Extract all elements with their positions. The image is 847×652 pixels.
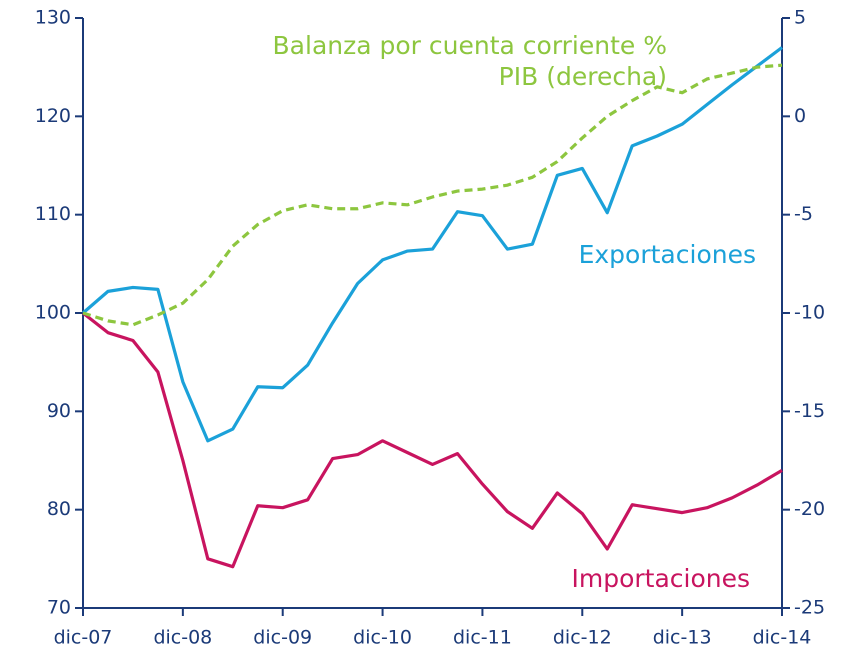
x-tick-label: dic-12 xyxy=(553,627,612,649)
x-tick-label: dic-10 xyxy=(353,627,412,649)
x-tick-label: dic-09 xyxy=(253,627,312,649)
y2-tick-label: -10 xyxy=(794,302,825,324)
series-label: Exportaciones xyxy=(579,240,756,269)
x-tick-label: dic-13 xyxy=(653,627,712,649)
data-line xyxy=(81,46,783,443)
x-tick-label: dic-08 xyxy=(153,627,212,649)
y-tick-label: 130 xyxy=(35,7,71,29)
y-tick-label: 90 xyxy=(47,400,71,422)
y2-tick-label: -5 xyxy=(794,203,813,225)
x-tick-label: dic-11 xyxy=(453,627,512,649)
y-tick-label: 70 xyxy=(47,597,71,619)
y2-tick-label: 5 xyxy=(794,7,806,29)
y2-tick-label: -25 xyxy=(794,597,825,619)
y-tick-label: 120 xyxy=(35,105,71,127)
y-tick-label: 110 xyxy=(35,203,71,225)
y2-tick-label: -15 xyxy=(794,400,825,422)
series-label: Importaciones xyxy=(571,564,750,593)
data-line xyxy=(82,63,783,327)
y-tick-label: 80 xyxy=(47,498,71,520)
y2-tick-label: -20 xyxy=(794,498,825,520)
series-label: Balanza por cuenta corriente % PIB (dere… xyxy=(272,31,667,91)
data-line xyxy=(82,311,783,569)
x-tick-label: dic-07 xyxy=(54,627,113,649)
y-tick-label: 100 xyxy=(35,302,71,324)
y2-tick-label: 0 xyxy=(794,105,806,127)
x-tick-label: dic-14 xyxy=(753,627,812,649)
